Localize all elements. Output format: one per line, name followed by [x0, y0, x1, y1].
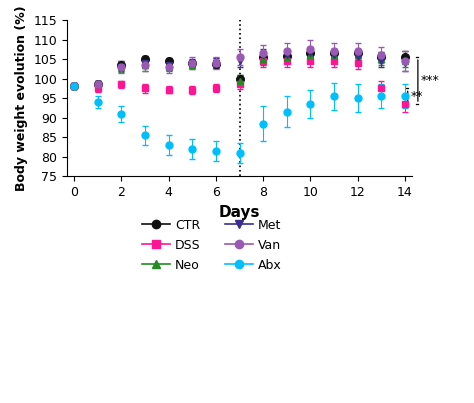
Legend: CTR, DSS, Neo, Met, Van, Abx: CTR, DSS, Neo, Met, Van, Abx — [137, 214, 287, 276]
Text: **: ** — [410, 90, 423, 103]
Text: ***: *** — [421, 74, 439, 87]
Y-axis label: Body weight evolution (%): Body weight evolution (%) — [15, 5, 28, 191]
X-axis label: Days: Days — [219, 205, 260, 220]
